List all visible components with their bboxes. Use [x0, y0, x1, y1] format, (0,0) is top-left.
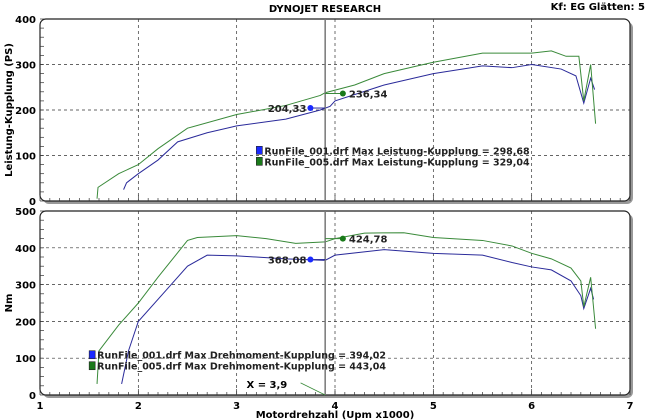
marker-value-label: 204,33: [268, 104, 307, 115]
x-tick-label: 7: [627, 401, 634, 412]
marker-value-label: 424,78: [349, 235, 388, 246]
x-tick-label: 2: [135, 401, 142, 412]
legend-entry: RunFile_001.drf Max Leistung-Kupplung = …: [264, 146, 530, 157]
series-line-run005: [96, 232, 597, 384]
x-tick-label: 3: [233, 401, 240, 412]
series-line-run005: [96, 50, 597, 199]
x-axis-label: Motordrehzahl (Upm x1000): [256, 410, 415, 420]
y-tick-label: 300: [15, 281, 36, 292]
y-tick-label: 200: [15, 317, 36, 328]
x-tick-label: 6: [528, 401, 535, 412]
y-tick-label: 500: [15, 207, 36, 218]
series-line-run001: [123, 63, 596, 190]
y-tick-label: 100: [15, 152, 36, 163]
value-marker: [339, 90, 346, 97]
y-tick-label: 100: [15, 354, 36, 365]
x-tick-label: 5: [430, 401, 437, 412]
cursor-label-leader: [300, 382, 326, 396]
marker-value-label: 236,34: [349, 89, 388, 100]
y-tick-label: 400: [15, 15, 36, 26]
legend-entry: RunFile_005.drf Max Leistung-Kupplung = …: [264, 157, 530, 168]
y-axis-label: Leistung-Kupplung (PS): [4, 43, 15, 177]
legend-swatch: [256, 146, 263, 155]
cursor-x-label: X = 3,9: [247, 380, 288, 391]
y-axis-label: Nm: [4, 294, 15, 313]
value-marker: [339, 235, 346, 242]
y-tick-label: 400: [15, 244, 36, 255]
legend-swatch: [88, 361, 96, 371]
chart-info: Kf: EG Glätten: 5: [551, 2, 645, 13]
marker-value-label: 368,08: [268, 256, 307, 267]
legend-entry: RunFile_001.drf Max Drehmoment-Kupplung …: [97, 351, 386, 362]
value-marker: [307, 105, 314, 112]
y-tick-label: 300: [15, 61, 36, 72]
value-marker: [307, 256, 314, 263]
x-tick-label: 1: [37, 401, 44, 412]
x-tick-label: 4: [332, 401, 339, 412]
series-line-run001: [121, 249, 595, 385]
legend-swatch: [88, 350, 96, 360]
legend-entry: RunFile_005.drf Max Drehmoment-Kupplung …: [97, 362, 386, 373]
y-tick-label: 0: [29, 197, 36, 208]
legend-swatch: [256, 157, 263, 166]
chart-title: DYNOJET RESEARCH: [269, 4, 381, 15]
y-tick-label: 200: [15, 106, 36, 117]
y-tick-label: 0: [29, 391, 36, 402]
